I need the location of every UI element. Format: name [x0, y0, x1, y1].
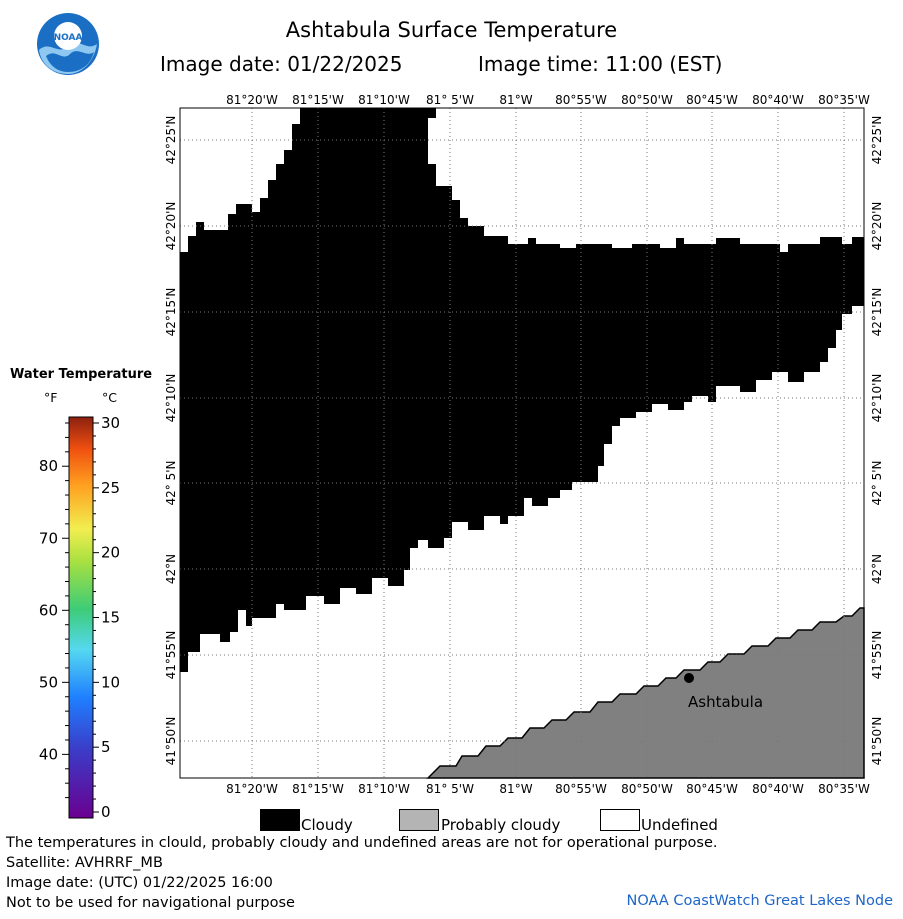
- scale-label-c: 10: [101, 673, 120, 691]
- city-marker-ashtabula: [684, 673, 694, 683]
- legend-label-cloudy: Cloudy: [301, 816, 353, 834]
- image-time: Image time: 11:00 (EST): [478, 52, 723, 76]
- legend-label-undefined: Undefined: [641, 816, 718, 834]
- bottom-lon-label: 80°55'W: [555, 782, 607, 796]
- bottom-lon-label: 80°40'W: [752, 782, 804, 796]
- scale-label-f: 60: [39, 601, 58, 619]
- top-lon-label: 80°40'W: [752, 93, 804, 107]
- image-date: Image date: 01/22/2025: [160, 52, 403, 76]
- right-lat-label: 41°50'N: [870, 717, 884, 766]
- scale-label-c: 0: [101, 803, 111, 821]
- scale-label-f: 40: [39, 745, 58, 763]
- scale-title: Water Temperature: [10, 367, 153, 382]
- legend-swatch-cloudy: [260, 809, 300, 831]
- cloud-area: [180, 108, 864, 690]
- scale-label-c: 5: [101, 738, 111, 756]
- noaa-logo-text: NOAA: [54, 33, 83, 43]
- noaa-logo: NOAA: [37, 13, 99, 75]
- page-title: Ashtabula Surface Temperature: [285, 18, 618, 42]
- footer-note: The temperatures in clould, probably clo…: [6, 835, 718, 851]
- scale-label-f: 70: [39, 529, 58, 547]
- scale-label-c: 15: [101, 609, 120, 627]
- right-lat-label: 42°15'N: [870, 288, 884, 337]
- top-lon-label: 81° 5'W: [426, 93, 474, 107]
- top-lon-label: 81°W: [499, 93, 532, 107]
- left-lat-label: 41°55'N: [164, 631, 178, 680]
- right-lat-label: 42° 5'N: [870, 461, 884, 506]
- top-lon-label: 80°45'W: [686, 93, 738, 107]
- city-label-ashtabula: Ashtabula: [688, 693, 763, 711]
- top-lon-label: 80°35'W: [818, 93, 870, 107]
- bottom-lon-label: 81°20'W: [226, 782, 278, 796]
- legend-swatch-probably-cloudy: [399, 809, 439, 831]
- top-lon-label: 81°20'W: [226, 93, 278, 107]
- bottom-lon-label: 80°35'W: [818, 782, 870, 796]
- scale-label-f: 50: [39, 673, 58, 691]
- scale-label-c: 20: [101, 544, 120, 562]
- right-lat-label: 42°10'N: [870, 374, 884, 423]
- footer-utc-date: Image date: (UTC) 01/22/2025 16:00: [6, 875, 273, 891]
- bottom-lon-label: 80°45'W: [686, 782, 738, 796]
- legend-swatch-undefined: [600, 809, 640, 831]
- left-lat-label: 42°20'N: [164, 202, 178, 251]
- top-lon-label: 80°55'W: [555, 93, 607, 107]
- bottom-lon-label: 80°50'W: [621, 782, 673, 796]
- scale-unit-c: °C: [102, 390, 117, 405]
- top-lon-label: 80°50'W: [621, 93, 673, 107]
- left-lat-label: 42°N: [164, 554, 178, 584]
- top-lon-label: 81°10'W: [358, 93, 410, 107]
- left-lat-label: 42° 5'N: [164, 461, 178, 506]
- top-lon-label: 81°15'W: [292, 93, 344, 107]
- bottom-lon-label: 81° 5'W: [426, 782, 474, 796]
- left-lat-label: 42°25'N: [164, 116, 178, 165]
- footer-disclaimer: Not to be used for navigational purpose: [6, 895, 295, 911]
- left-lat-label: 42°15'N: [164, 288, 178, 337]
- right-lat-label: 41°55'N: [870, 631, 884, 680]
- legend-label-probably-cloudy: Probably cloudy: [441, 816, 561, 834]
- scale-bar: [68, 416, 94, 819]
- footer-credit[interactable]: NOAA CoastWatch Great Lakes Node: [626, 893, 893, 909]
- left-lat-label: 42°10'N: [164, 374, 178, 423]
- land-area: [426, 607, 865, 779]
- bottom-lon-label: 81°10'W: [358, 782, 410, 796]
- left-lat-label: 41°50'N: [164, 717, 178, 766]
- scale-unit-f: °F: [44, 390, 58, 405]
- scale-label-c: 25: [101, 479, 120, 497]
- right-lat-label: 42°N: [870, 554, 884, 584]
- shoreline: [423, 605, 864, 777]
- bottom-lon-label: 81°W: [499, 782, 532, 796]
- right-lat-label: 42°25'N: [870, 116, 884, 165]
- scale-label-c: 30: [101, 414, 120, 432]
- axis-labels: 81°20'W 81°15'W 81°10'W 81° 5'W 81°W 80°55'W 8…: [164, 93, 884, 796]
- footer-satellite: Satellite: AVHRRF_MB: [6, 855, 163, 871]
- right-lat-label: 42°20'N: [870, 202, 884, 251]
- bottom-lon-label: 81°15'W: [292, 782, 344, 796]
- scale-label-f: 80: [39, 457, 58, 475]
- map-frame: [179, 107, 865, 779]
